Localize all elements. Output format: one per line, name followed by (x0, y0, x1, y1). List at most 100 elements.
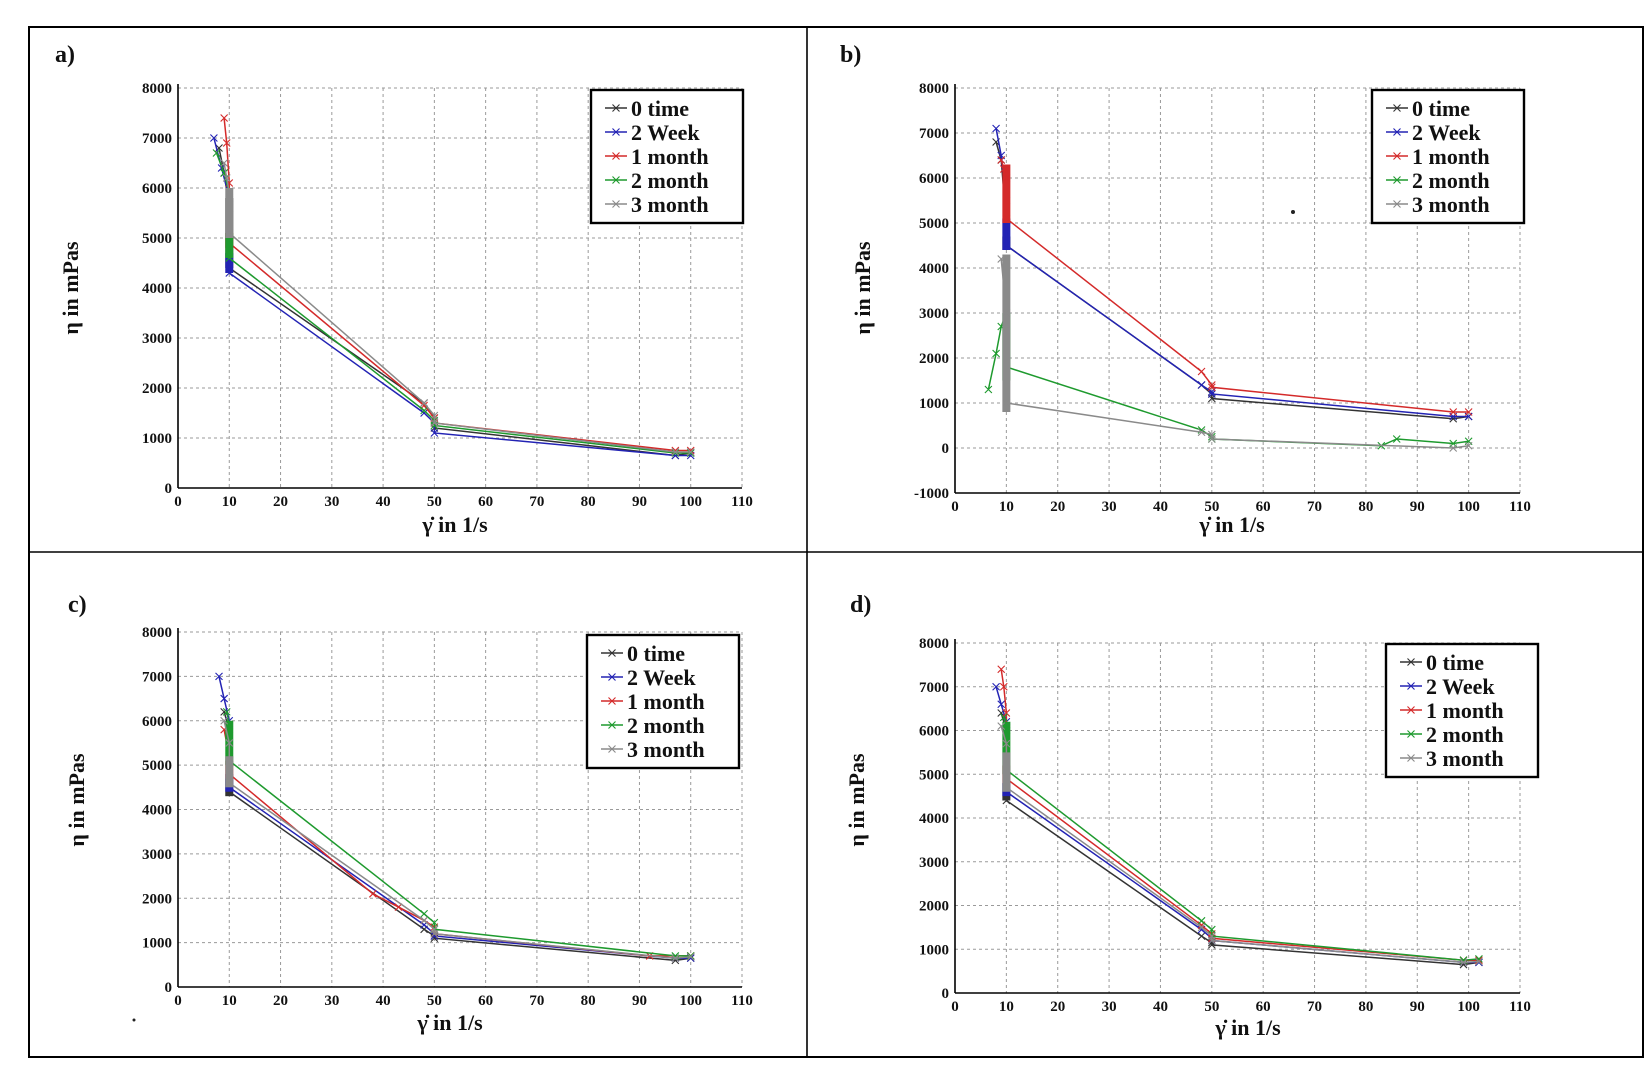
legend-entry: 3 month (1426, 746, 1504, 771)
data-point (1207, 435, 1216, 443)
series-3-month (220, 716, 695, 963)
legend-entry: 2 month (627, 713, 705, 738)
x-tick-label: 100 (1457, 499, 1480, 515)
data-point (1002, 709, 1011, 717)
stray-dot (132, 1018, 136, 1022)
legend-marker (1407, 706, 1415, 714)
legend-entry: 0 time (631, 96, 689, 121)
data-point (1475, 956, 1483, 965)
y-tick-label: 8000 (919, 81, 949, 97)
y-tick-label: 8000 (142, 625, 172, 641)
data-point (212, 149, 221, 157)
stray-dot (1291, 210, 1295, 214)
data-point (430, 419, 439, 427)
legend-marker (612, 104, 620, 112)
legend-entry: 2 Week (627, 665, 696, 690)
legend-entry: 2 Week (1412, 120, 1481, 145)
y-tick-label: 0 (165, 980, 173, 996)
data-point (420, 409, 428, 417)
data-point (1207, 383, 1216, 392)
legend-entry: 1 month (627, 689, 705, 714)
legend-marker (612, 176, 620, 184)
series-line (223, 720, 691, 959)
x-tick-label: 110 (731, 993, 753, 1009)
figure-frame (28, 26, 1644, 1058)
x-tick-label: 60 (1256, 499, 1271, 515)
panel-label: b) (840, 42, 861, 68)
legend-marker (1393, 176, 1401, 184)
data-point (225, 778, 234, 787)
x-tick-label: 80 (1358, 499, 1373, 515)
data-point (225, 739, 234, 747)
y-tick-label: 0 (165, 481, 173, 497)
x-tick-label: 80 (581, 494, 596, 510)
panel-label: d) (850, 592, 871, 618)
data-point (1459, 958, 1468, 967)
legend-entry: 0 time (1412, 96, 1470, 121)
x-tick-label: 90 (632, 494, 647, 510)
series-3-month (997, 254, 1473, 452)
y-tick-label: 1000 (142, 431, 172, 447)
y-tick-label: 2000 (142, 891, 172, 907)
data-point (210, 134, 218, 142)
data-point (1392, 435, 1401, 443)
data-point (430, 411, 439, 420)
y-tick-label: 5000 (142, 231, 172, 247)
data-point (997, 255, 1006, 263)
x-tick-label: 30 (324, 494, 339, 510)
x-tick-label: 60 (478, 494, 493, 510)
x-tick-label: 10 (999, 999, 1014, 1015)
panel-label: a) (55, 42, 75, 68)
data-point (1197, 381, 1206, 389)
legend-marker (1393, 200, 1401, 208)
panel-label: c) (68, 592, 87, 618)
data-point (420, 406, 428, 415)
y-tick-label: 7000 (142, 669, 172, 685)
y-tick-label: 3000 (919, 306, 949, 322)
x-tick-label: 60 (1256, 999, 1271, 1015)
data-point (686, 952, 695, 961)
data-point (1197, 916, 1206, 925)
y-tick-label: 4000 (919, 261, 949, 277)
x-tick-label: 30 (1102, 999, 1117, 1015)
data-point (992, 682, 1000, 691)
data-point (1207, 925, 1216, 934)
x-tick-label: 90 (1410, 499, 1425, 515)
y-tick-label: 1000 (919, 942, 949, 958)
data-point (1207, 381, 1216, 389)
data-point (1002, 796, 1011, 805)
legend-entry: 3 month (631, 192, 709, 217)
data-point (225, 269, 234, 277)
data-point (1207, 936, 1216, 945)
legend-marker (608, 745, 616, 753)
data-point (999, 682, 1008, 691)
data-point (997, 722, 1006, 731)
x-tick-label: 40 (376, 494, 391, 510)
x-tick-label: 20 (273, 494, 288, 510)
x-tick-label: 10 (999, 499, 1014, 515)
data-point (1197, 367, 1206, 376)
data-point (220, 114, 229, 122)
data-point (215, 672, 223, 681)
x-tick-label: 50 (1204, 499, 1219, 515)
y-tick-label: 5000 (919, 767, 949, 783)
legend-marker (608, 697, 616, 705)
legend-entry: 0 time (1426, 650, 1484, 675)
data-point (992, 124, 1000, 133)
y-tick-label: -1000 (914, 486, 949, 502)
legend-entry: 2 month (1426, 722, 1504, 747)
data-point (225, 229, 234, 237)
y-axis-title: η in mPas (844, 753, 869, 847)
x-tick-label: 70 (529, 993, 544, 1009)
panel-c: c) 0 10 20 30 40 50 60 70 80 90 100 110 0 1000 2000 3000… (64, 592, 753, 1035)
legend-marker (1407, 730, 1415, 738)
data-point (1464, 441, 1473, 450)
x-tick-label: 0 (174, 993, 182, 1009)
y-tick-label: 3000 (142, 331, 172, 347)
data-point (1002, 309, 1011, 317)
series-line (987, 312, 1469, 447)
